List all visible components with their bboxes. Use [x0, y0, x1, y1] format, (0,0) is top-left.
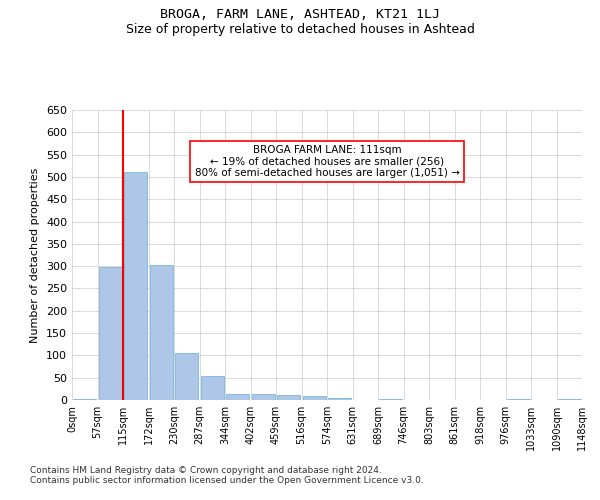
Bar [558, 399, 581, 400]
Bar [124, 172, 147, 400]
Bar [328, 398, 351, 400]
Text: Contains HM Land Registry data © Crown copyright and database right 2024.
Contai: Contains HM Land Registry data © Crown c… [30, 466, 424, 485]
Bar [201, 376, 224, 400]
Bar [73, 398, 96, 400]
Bar [277, 394, 300, 400]
Text: Size of property relative to detached houses in Ashtead: Size of property relative to detached ho… [125, 22, 475, 36]
Bar [226, 394, 249, 400]
Bar [303, 396, 326, 400]
Text: BROGA, FARM LANE, ASHTEAD, KT21 1LJ: BROGA, FARM LANE, ASHTEAD, KT21 1LJ [160, 8, 440, 20]
Bar [99, 268, 122, 400]
Bar [379, 398, 402, 400]
Y-axis label: Number of detached properties: Number of detached properties [31, 168, 40, 342]
Bar [252, 394, 275, 400]
Bar [150, 266, 173, 400]
Bar [175, 352, 198, 400]
Text: BROGA FARM LANE: 111sqm
← 19% of detached houses are smaller (256)
80% of semi-d: BROGA FARM LANE: 111sqm ← 19% of detache… [194, 145, 460, 178]
Bar [507, 399, 530, 400]
